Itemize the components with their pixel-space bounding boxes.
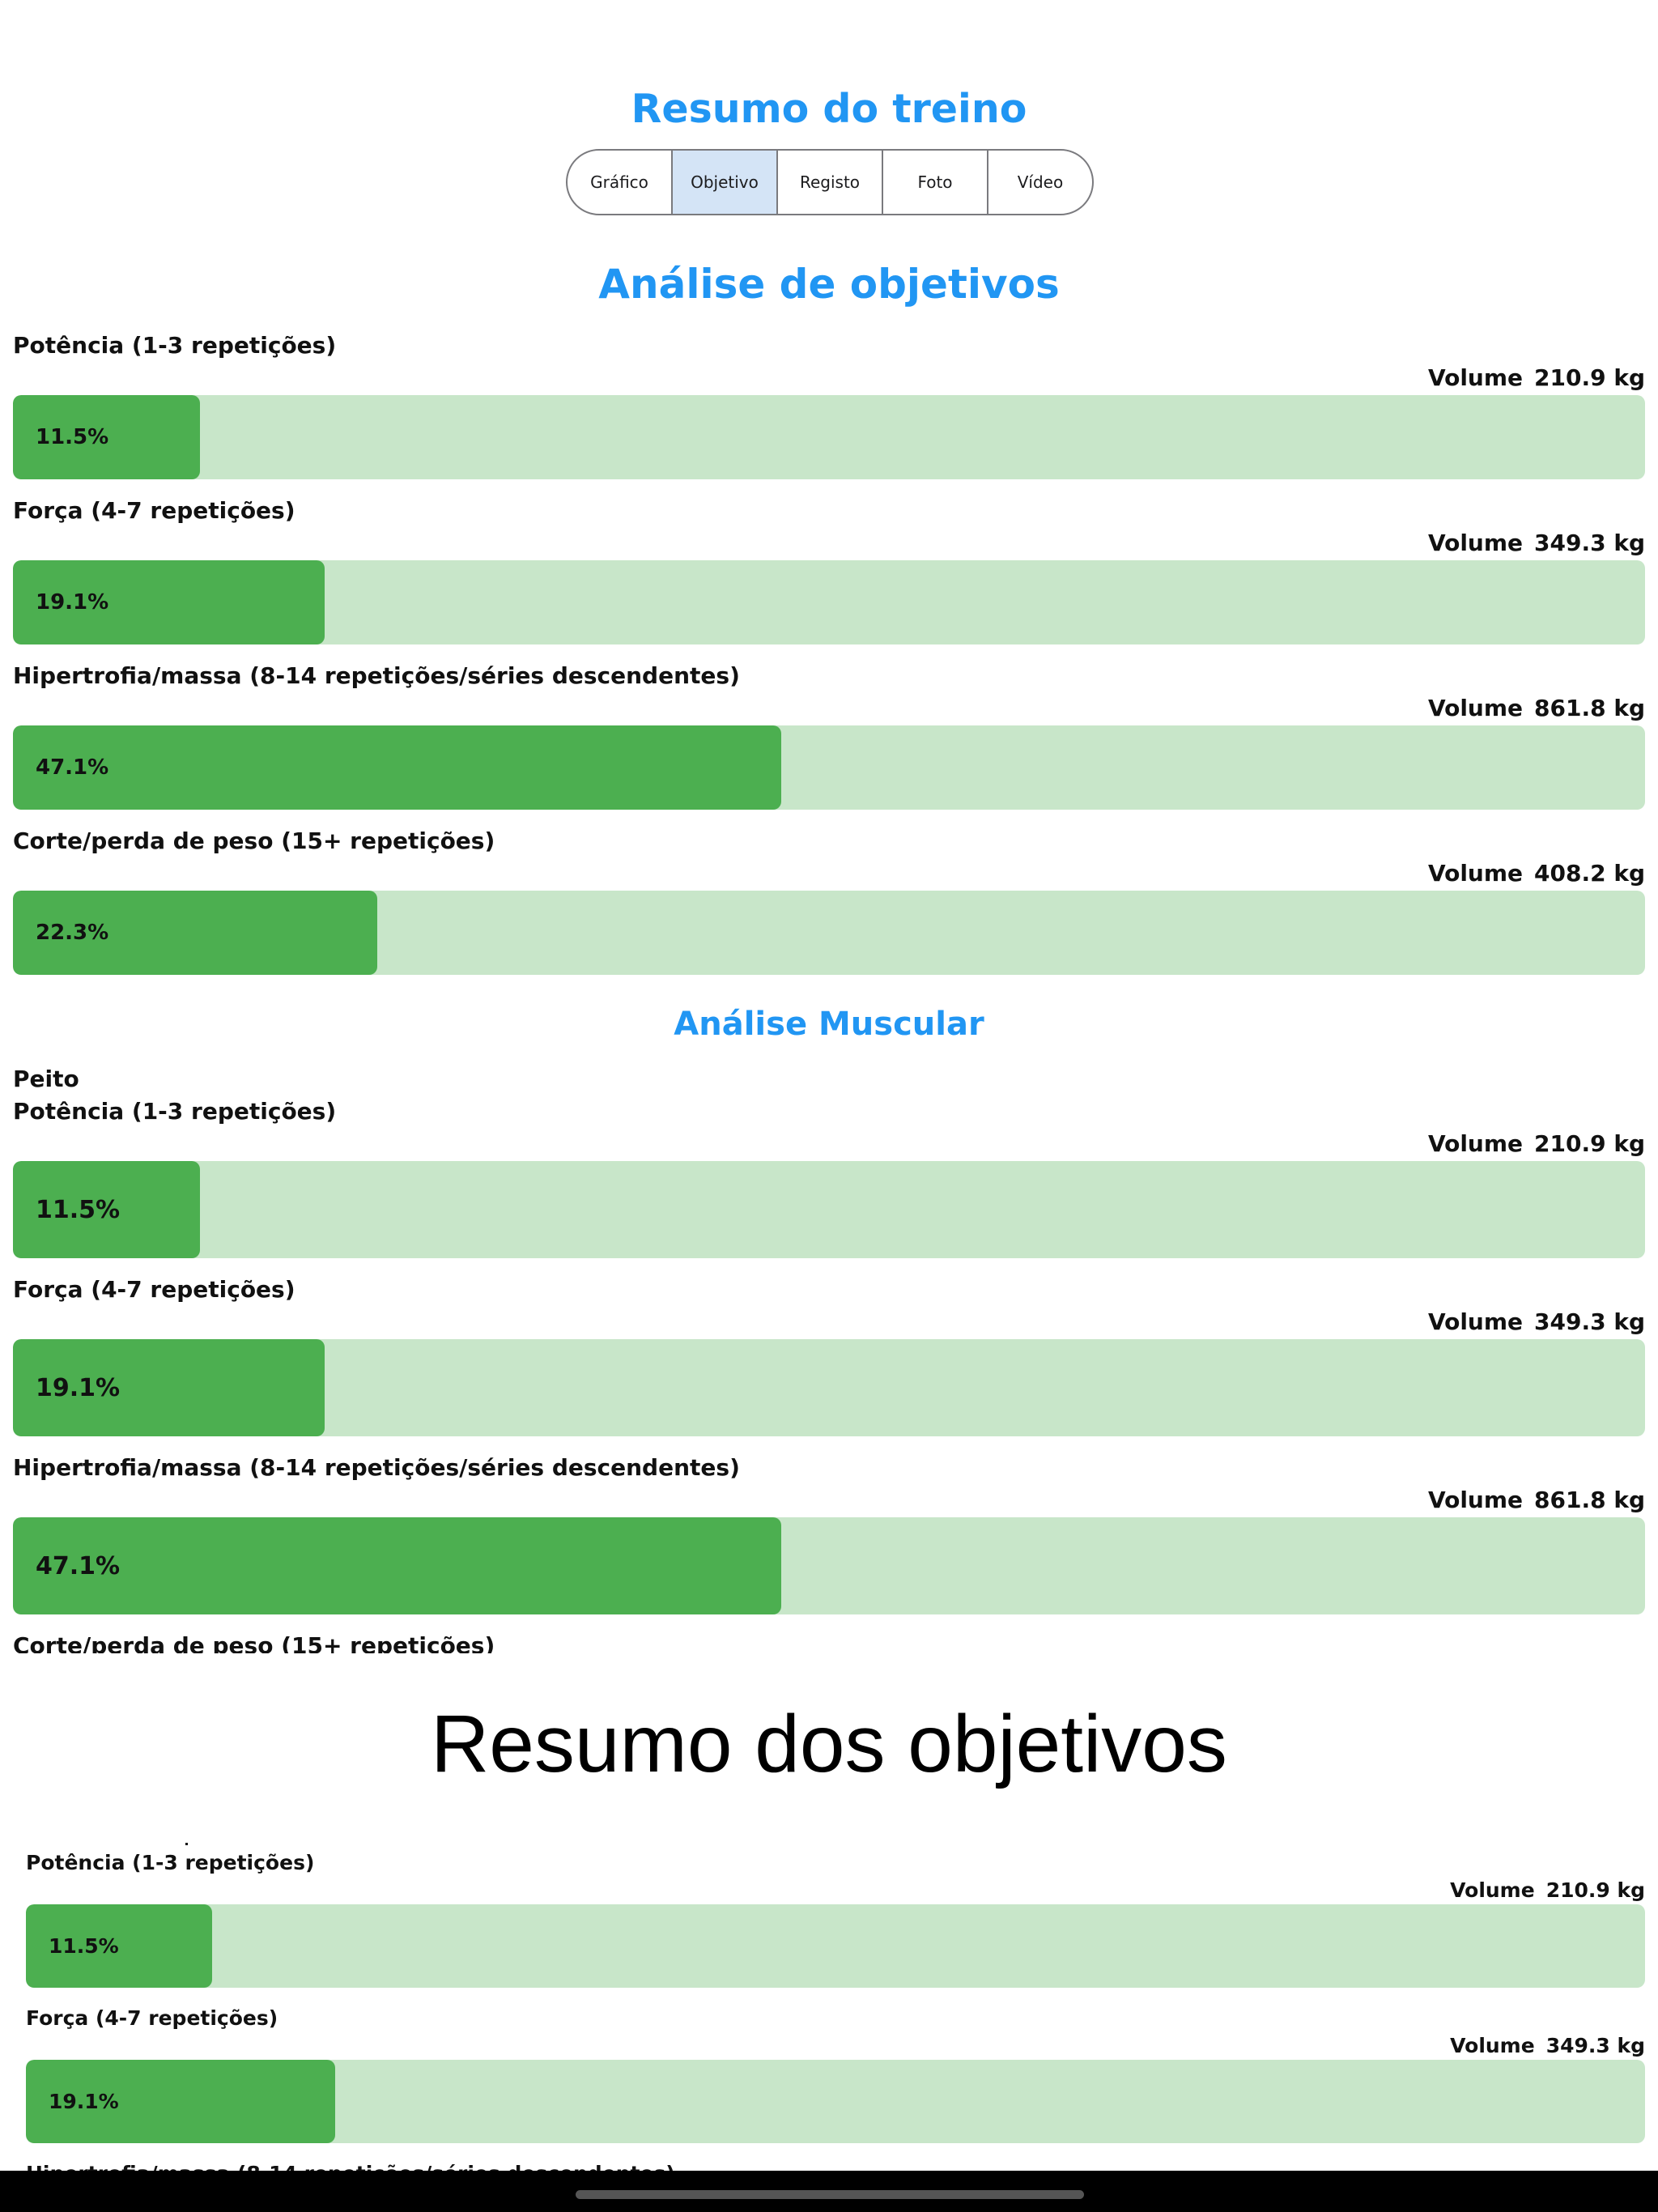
volume-label: Volume <box>1450 2034 1535 2057</box>
page-title: Resumo do treino <box>631 86 1027 132</box>
goal-label: Força (4-7 repetições) <box>26 2006 278 2030</box>
segmented-tab-bar: Gráfico Objetivo Registo Foto Vídeo <box>566 149 1094 215</box>
tab-foto[interactable]: Foto <box>883 151 988 214</box>
goal-label: Hipertrofia/massa (8-14 repetições/série… <box>13 662 740 689</box>
home-indicator[interactable] <box>576 2190 1084 2199</box>
volume-readout: Volume 210.9 kg <box>1428 364 1645 391</box>
volume-label: Volume <box>1427 1308 1524 1335</box>
progress-fill: 19.1% <box>26 2060 335 2143</box>
progress-fill: 11.5% <box>13 395 200 479</box>
progress-bar: 22.3% <box>13 891 1645 975</box>
progress-bar: 11.5% <box>13 1161 1645 1258</box>
percent-label: 47.1% <box>36 755 109 780</box>
volume-readout: Volume 210.9 kg <box>1450 1878 1645 1902</box>
volume-label: Volume <box>1427 695 1524 721</box>
percent-label: 19.1% <box>36 1373 121 1402</box>
progress-bar: 11.5% <box>13 395 1645 479</box>
volume-readout: Volume 349.3 kg <box>1450 2034 1645 2057</box>
volume-label: Volume <box>1427 860 1524 887</box>
volume-label: Volume <box>1450 1878 1535 1902</box>
volume-readout: Volume 210.9 kg <box>1428 1130 1645 1157</box>
tab-registo[interactable]: Registo <box>778 151 883 214</box>
goal-label: Corte/perda de peso (15+ repetições) <box>13 1632 495 1653</box>
volume-value: 349.3 kg <box>1534 530 1645 556</box>
tab-video[interactable]: Vídeo <box>1017 172 1064 192</box>
tab-grafico[interactable]: Gráfico <box>568 151 673 214</box>
percent-label: 47.1% <box>36 1551 121 1580</box>
progress-bar: 47.1% <box>13 1517 1645 1614</box>
volume-readout: Volume 861.8 kg <box>1428 1487 1645 1513</box>
goal-label: Hipertrofia/massa (8-14 repetições/série… <box>13 1454 740 1481</box>
volume-value: 210.9 kg <box>1534 364 1645 391</box>
goal-label: Potência (1-3 repetições) <box>26 1851 315 1874</box>
tab-objetivo[interactable]: Objetivo <box>673 151 778 214</box>
volume-value: 210.9 kg <box>1534 1130 1645 1157</box>
goal-summary-title: Resumo dos objetivos <box>431 1699 1227 1789</box>
goal-analysis-title: Análise de objetivos <box>598 261 1060 308</box>
goal-label: Potência (1-3 repetições) <box>13 332 337 359</box>
goal-label: Corte/perda de peso (15+ repetições) <box>13 827 495 854</box>
muscle-analysis-title: Análise Muscular <box>674 1006 984 1043</box>
percent-label: 11.5% <box>36 425 109 449</box>
progress-bar: 19.1% <box>13 560 1645 644</box>
goal-label: Força (4-7 repetições) <box>13 497 295 524</box>
percent-label: 11.5% <box>49 1934 119 1958</box>
volume-readout: Volume 408.2 kg <box>1428 860 1645 887</box>
volume-value: 861.8 kg <box>1534 1487 1645 1513</box>
progress-bar: 19.1% <box>26 2060 1645 2143</box>
muscle-name: Peito <box>13 1066 79 1092</box>
goal-label: Força (4-7 repetições) <box>13 1276 295 1303</box>
system-home-bar <box>0 2171 1658 2212</box>
volume-label: Volume <box>1427 1487 1524 1513</box>
stray-dot <box>185 1843 188 1845</box>
goal-label: Potência (1-3 repetições) <box>13 1098 337 1125</box>
progress-bar: 19.1% <box>13 1339 1645 1436</box>
progress-fill: 22.3% <box>13 891 377 975</box>
volume-label: Volume <box>1427 530 1524 556</box>
volume-value: 349.3 kg <box>1534 1308 1645 1335</box>
volume-readout: Volume 349.3 kg <box>1428 530 1645 556</box>
volume-value: 210.9 kg <box>1545 1878 1645 1902</box>
volume-readout: Volume 349.3 kg <box>1428 1308 1645 1335</box>
volume-readout: Volume 861.8 kg <box>1428 695 1645 721</box>
progress-fill: 11.5% <box>26 1904 212 1988</box>
volume-value: 861.8 kg <box>1534 695 1645 721</box>
volume-label: Volume <box>1427 364 1524 391</box>
goal-summary-scroll[interactable]: Potência (1-3 repetições) Volume 210.9 kg… <box>0 1846 1658 2171</box>
progress-fill: 47.1% <box>13 725 781 810</box>
volume-label: Volume <box>1427 1130 1524 1157</box>
progress-fill: 19.1% <box>13 560 325 644</box>
progress-fill: 19.1% <box>13 1339 325 1436</box>
percent-label: 19.1% <box>49 2090 119 2113</box>
progress-fill: 11.5% <box>13 1161 200 1258</box>
progress-fill: 47.1% <box>13 1517 781 1614</box>
percent-label: 19.1% <box>36 590 109 615</box>
goal-label: Hipertrofia/massa (8-14 repetições/série… <box>26 2162 675 2171</box>
muscle-analysis-scroll[interactable]: Peito Potência (1-3 repetições) Volume 21… <box>0 1053 1658 1653</box>
volume-value: 408.2 kg <box>1534 860 1645 887</box>
percent-label: 22.3% <box>36 921 109 945</box>
percent-label: 11.5% <box>36 1195 121 1224</box>
progress-bar: 47.1% <box>13 725 1645 810</box>
progress-bar: 11.5% <box>26 1904 1645 1988</box>
volume-value: 349.3 kg <box>1545 2034 1645 2057</box>
